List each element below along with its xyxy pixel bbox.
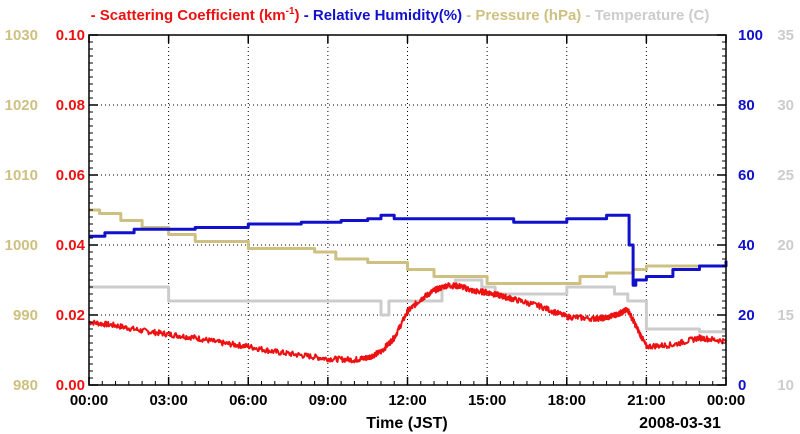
- legend: - Scattering Coefficient (km-1) - Relati…: [91, 6, 710, 24]
- pressure-tick-label: 1030: [5, 27, 38, 44]
- series-layer: [88, 208, 728, 364]
- x-tick-label: 18:00: [548, 392, 586, 409]
- humidity-tick-label: 60: [738, 167, 755, 184]
- pressure-tick-label: 990: [13, 307, 38, 324]
- humidity-tick-label: 100: [738, 27, 763, 44]
- legend-entry-temp: - Temperature (C): [581, 7, 709, 24]
- temperature-tick-label: 10: [777, 377, 794, 394]
- temperature-tick-label: 20: [777, 237, 794, 254]
- x-tick-label: 12:00: [388, 392, 426, 409]
- x-tick-label: 15:00: [468, 392, 506, 409]
- series-line-temperature: [89, 278, 726, 334]
- temperature-tick-label: 35: [777, 27, 794, 44]
- scattering-tick-label: 0.02: [56, 307, 85, 324]
- x-tick-label: 03:00: [149, 392, 187, 409]
- x-tick-label: 06:00: [229, 392, 267, 409]
- ticks-layer: 00:00 03:00 06:00 09:00 12:00 15:00 18:00 21:00…: [5, 27, 794, 409]
- pressure-tick-label: 1020: [5, 97, 38, 114]
- scattering-tick-label: 0.00: [56, 377, 85, 394]
- scattering-tick-label: 0.08: [56, 97, 85, 114]
- humidity-tick-label: 40: [738, 237, 755, 254]
- humidity-tick-label: 0: [738, 377, 746, 394]
- humidity-tick-label: 20: [738, 307, 755, 324]
- legend-suffix: ): [295, 7, 300, 24]
- x-tick-label: 00:00: [707, 392, 745, 409]
- humidity-tick-label: 80: [738, 97, 755, 114]
- temperature-tick-label: 25: [777, 167, 794, 184]
- pressure-tick-label: 1010: [5, 167, 38, 184]
- legend-entry-scat: - Scattering Coefficient (km: [91, 7, 286, 24]
- legend-superscript: -1: [286, 6, 295, 17]
- pressure-tick-label: 1000: [5, 237, 38, 254]
- x-axis-label: Time (JST): [366, 415, 448, 432]
- scattering-tick-label: 0.04: [56, 237, 86, 254]
- scattering-tick-label: 0.06: [56, 167, 85, 184]
- series-line-scattering: [88, 282, 727, 364]
- scattering-tick-label: 0.10: [56, 27, 85, 44]
- series-line-pressure: [89, 208, 726, 285]
- series-line-humidity: [89, 213, 728, 287]
- legend-entry-pres: - Pressure (hPa): [462, 7, 581, 24]
- legend-entry-rh: - Relative Humidity(%): [300, 7, 463, 24]
- temperature-tick-label: 15: [777, 307, 794, 324]
- date-label: 2008-03-31: [639, 415, 721, 432]
- x-tick-label: 00:00: [70, 392, 108, 409]
- pressure-tick-label: 980: [13, 377, 38, 394]
- x-tick-label: 21:00: [627, 392, 665, 409]
- x-tick-label: 09:00: [309, 392, 347, 409]
- temperature-tick-label: 30: [777, 97, 794, 114]
